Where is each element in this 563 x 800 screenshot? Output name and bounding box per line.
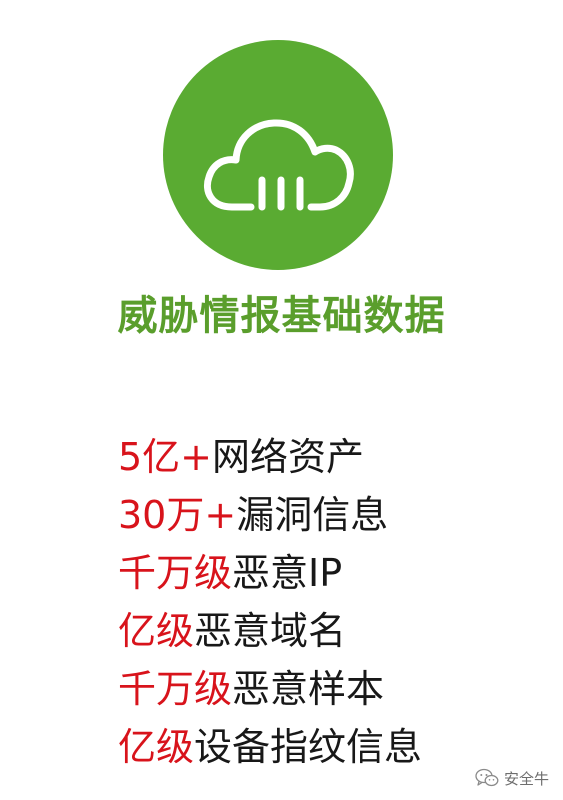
cloud-icon: [204, 119, 354, 211]
stat-quantity: 30万+: [118, 493, 237, 537]
watermark: 安全牛: [475, 766, 549, 790]
watermark-text: 安全牛: [503, 769, 549, 788]
stat-item-malicious-domains: 亿级恶意域名: [118, 602, 422, 660]
wechat-icon: [475, 768, 499, 787]
stat-label: 设备指纹信息: [194, 725, 423, 769]
stat-label: 恶意域名: [194, 609, 347, 653]
stat-item-vulnerabilities: 30万+漏洞信息: [118, 486, 422, 544]
stat-item-device-fingerprints: 亿级设备指纹信息: [118, 718, 422, 776]
cloud-badge: [163, 40, 393, 270]
stat-quantity: 亿级: [118, 725, 195, 769]
stat-item-malicious-ip: 千万级恶意IP: [118, 544, 422, 602]
stat-label: 网络资产: [212, 435, 365, 479]
stat-quantity: 千万级: [118, 551, 233, 595]
stat-quantity: 5亿+: [118, 435, 213, 479]
stat-item-malicious-samples: 千万级恶意样本: [118, 660, 422, 718]
page-title: 威胁情报基础数据: [117, 293, 446, 339]
stats-list: 5亿+网络资产 30万+漏洞信息 千万级恶意IP 亿级恶意域名 千万级恶意样本 …: [118, 428, 422, 776]
stat-label: 漏洞信息: [236, 493, 389, 537]
stat-label: 恶意IP: [232, 551, 343, 595]
stat-label: 恶意样本: [232, 667, 385, 711]
stat-item-network-assets: 5亿+网络资产: [118, 428, 422, 486]
stat-quantity: 千万级: [118, 667, 233, 711]
stat-quantity: 亿级: [118, 609, 195, 653]
